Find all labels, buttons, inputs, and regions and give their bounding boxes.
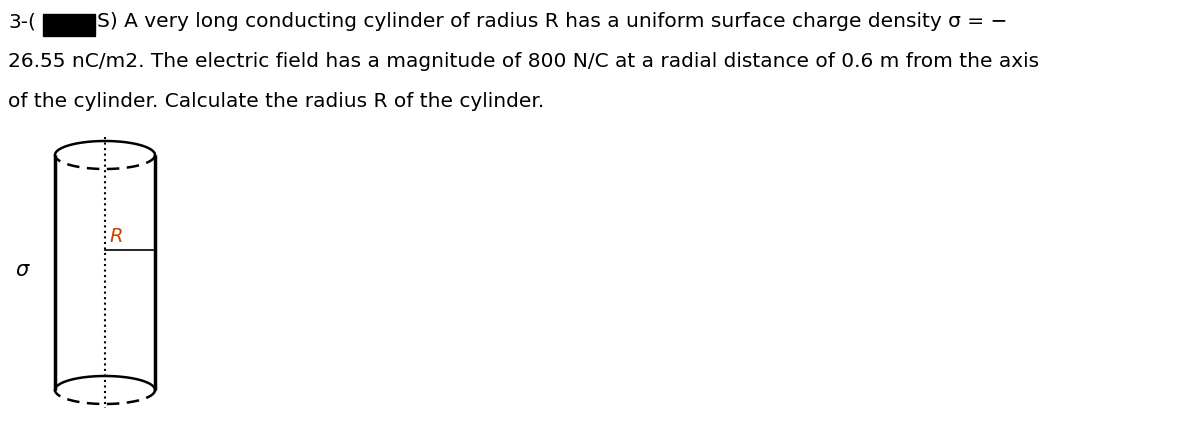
Text: 3-(: 3-( — [8, 12, 36, 31]
Text: 26.55 nC/m2. The electric field has a magnitude of 800 N/C at a radial distance : 26.55 nC/m2. The electric field has a ma… — [8, 52, 1039, 71]
Text: σ: σ — [16, 260, 29, 280]
Text: S) A very long conducting cylinder of radius R has a uniform surface charge dens: S) A very long conducting cylinder of ra… — [97, 12, 1007, 31]
Text: R: R — [109, 227, 122, 246]
Text: of the cylinder. Calculate the radius R of the cylinder.: of the cylinder. Calculate the radius R … — [8, 92, 545, 111]
Bar — [43, 14, 95, 36]
